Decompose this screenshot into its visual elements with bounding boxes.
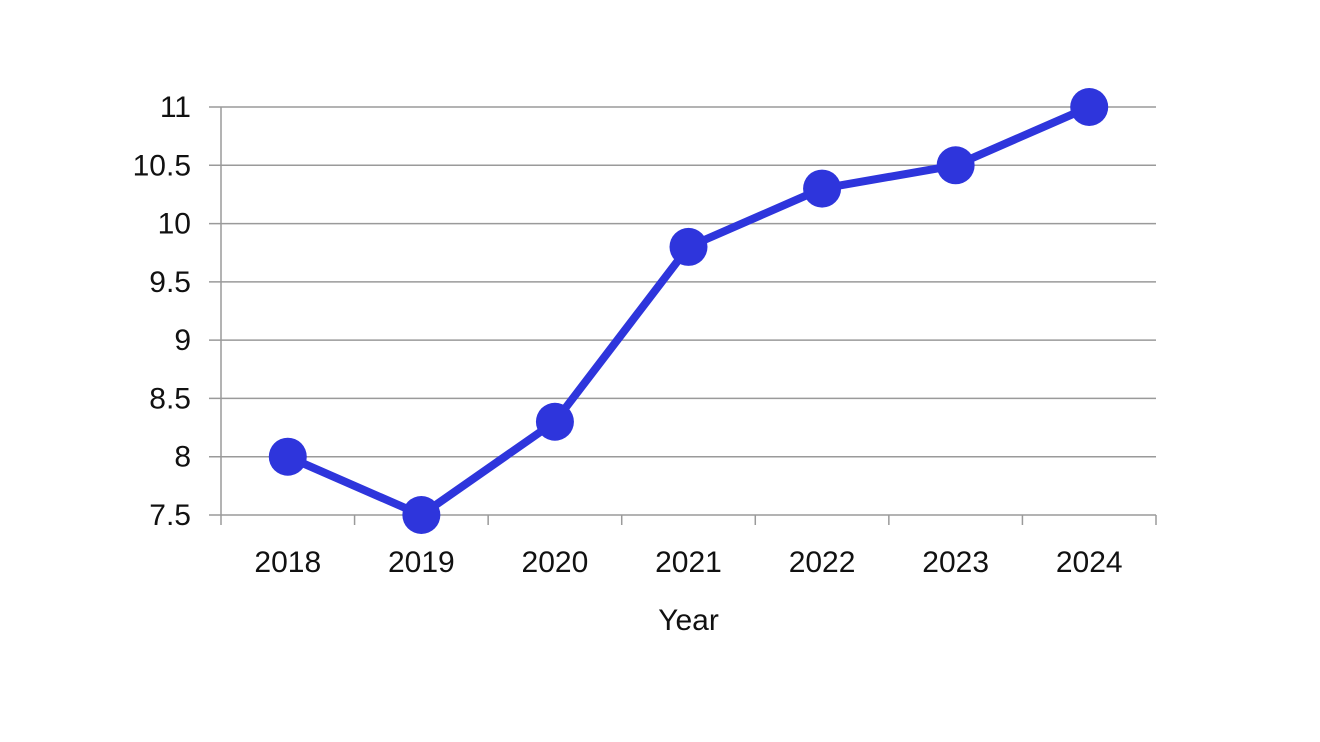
y-tick-label: 10.5 [133, 149, 191, 182]
data-point [402, 496, 441, 534]
y-tick-label: 11 [160, 91, 191, 124]
y-tick-label: 7.5 [149, 499, 191, 532]
axes [220, 107, 1157, 525]
y-axis-tick-labels: 7.5 8 8.5 9 9.5 10 10.5 11 [133, 91, 191, 532]
x-axis-tick-labels: 2018 2019 2020 2021 2022 2023 2024 [254, 546, 1122, 579]
x-tick-label: 2024 [1056, 546, 1123, 579]
x-axis-title: Year [658, 604, 719, 637]
data-point [803, 169, 842, 208]
y-tick-label: 8.5 [149, 382, 191, 415]
gridlines [209, 106, 1156, 516]
x-tick-label: 2019 [388, 546, 455, 579]
x-tick-label: 2023 [922, 546, 989, 579]
x-tick-label: 2022 [789, 546, 856, 579]
data-points [268, 88, 1109, 534]
data-point [669, 227, 708, 266]
x-tick-label: 2021 [655, 546, 722, 579]
data-point [268, 437, 307, 476]
data-point [936, 146, 975, 185]
x-tick-label: 2018 [254, 546, 321, 579]
y-tick-label: 9 [174, 324, 191, 357]
y-tick-label: 10 [158, 208, 191, 241]
data-point [535, 402, 574, 441]
x-tick-label: 2020 [522, 546, 589, 579]
y-tick-label: 9.5 [149, 266, 191, 299]
data-point [1070, 88, 1109, 126]
y-tick-label: 8 [174, 441, 191, 474]
